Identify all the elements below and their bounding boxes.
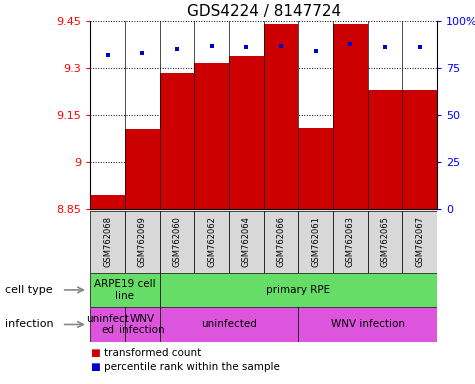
- Bar: [160, 211, 194, 273]
- Text: uninfect
ed: uninfect ed: [86, 314, 129, 335]
- Bar: [298, 128, 333, 209]
- Point: [277, 43, 285, 49]
- Bar: [298, 307, 437, 342]
- Text: GSM762063: GSM762063: [346, 217, 355, 267]
- Point: [104, 52, 111, 58]
- Point: [346, 41, 354, 47]
- Text: GSM762062: GSM762062: [207, 217, 216, 267]
- Bar: [125, 307, 160, 342]
- Text: transformed count: transformed count: [104, 348, 202, 358]
- Bar: [160, 273, 437, 307]
- Point: [242, 45, 250, 51]
- Point: [139, 50, 146, 56]
- Text: WNV infection: WNV infection: [331, 319, 405, 329]
- Bar: [194, 63, 229, 209]
- Text: GSM762061: GSM762061: [311, 217, 320, 267]
- Point: [416, 45, 424, 51]
- Bar: [402, 90, 437, 209]
- Bar: [368, 211, 402, 273]
- Bar: [125, 211, 160, 273]
- Bar: [264, 211, 298, 273]
- Text: ARPE19 cell
line: ARPE19 cell line: [94, 279, 156, 301]
- Text: uninfected: uninfected: [201, 319, 257, 329]
- Bar: [402, 211, 437, 273]
- Bar: [90, 195, 125, 209]
- Text: GSM762066: GSM762066: [276, 217, 285, 267]
- Bar: [90, 273, 160, 307]
- Text: GSM762060: GSM762060: [172, 217, 181, 267]
- Text: percentile rank within the sample: percentile rank within the sample: [104, 362, 280, 372]
- Point: [173, 46, 180, 53]
- Bar: [298, 211, 333, 273]
- Bar: [333, 211, 368, 273]
- Text: primary RPE: primary RPE: [266, 285, 330, 295]
- Text: cell type: cell type: [5, 285, 52, 295]
- Text: GSM762069: GSM762069: [138, 217, 147, 267]
- Bar: [264, 24, 298, 209]
- Point: [208, 43, 216, 49]
- Bar: [229, 56, 264, 209]
- Bar: [229, 211, 264, 273]
- Bar: [368, 90, 402, 209]
- Point: [312, 48, 319, 54]
- Text: GSM762068: GSM762068: [103, 217, 112, 267]
- Bar: [90, 307, 125, 342]
- Text: WNV
infection: WNV infection: [119, 314, 165, 335]
- Bar: [194, 211, 229, 273]
- Text: infection: infection: [5, 319, 53, 329]
- Text: ■: ■: [90, 348, 100, 358]
- Bar: [125, 129, 160, 209]
- Bar: [160, 307, 298, 342]
- Text: ■: ■: [90, 362, 100, 372]
- Bar: [333, 24, 368, 209]
- Text: GSM762067: GSM762067: [415, 217, 424, 267]
- Text: GSM762065: GSM762065: [380, 217, 390, 267]
- Point: [381, 45, 389, 51]
- Title: GDS4224 / 8147724: GDS4224 / 8147724: [187, 3, 341, 18]
- Bar: [160, 73, 194, 209]
- Text: GSM762064: GSM762064: [242, 217, 251, 267]
- Bar: [90, 211, 125, 273]
